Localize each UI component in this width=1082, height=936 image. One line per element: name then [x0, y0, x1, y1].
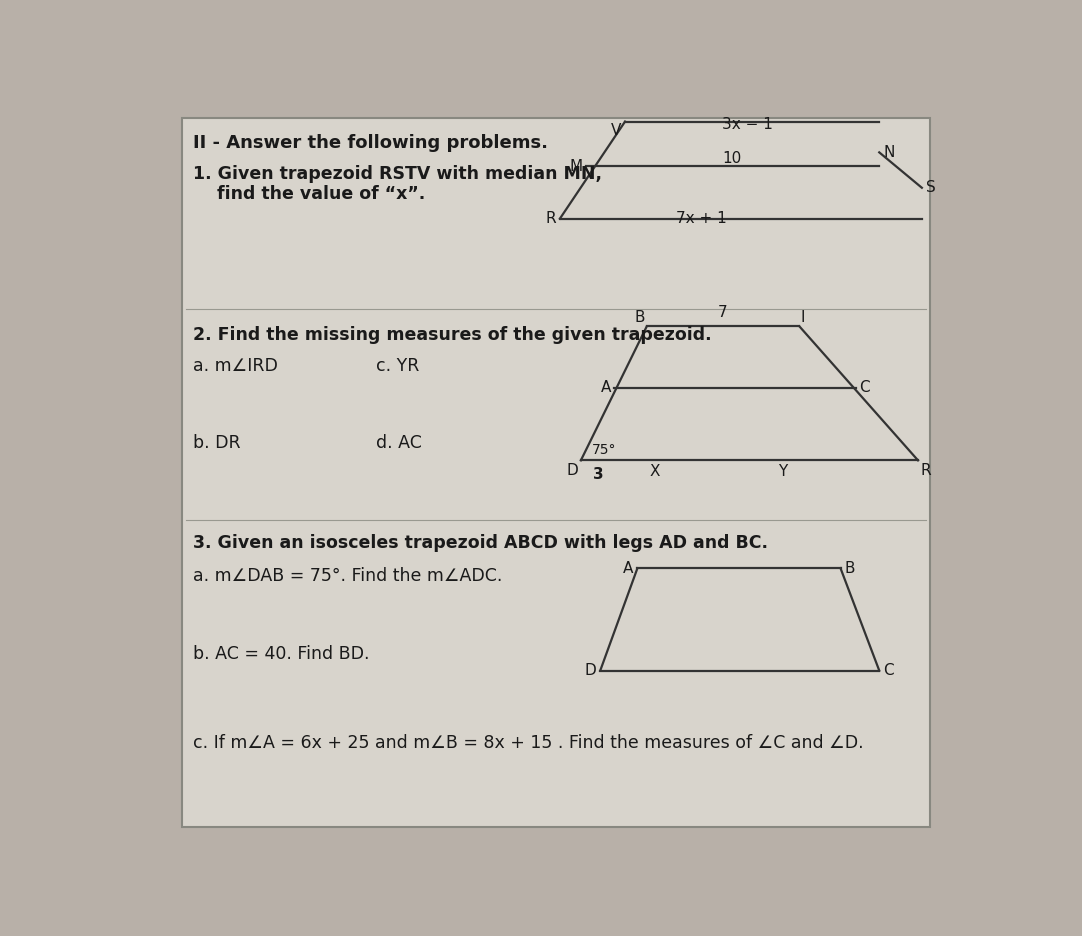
Text: B: B — [844, 561, 855, 576]
Text: II - Answer the following problems.: II - Answer the following problems. — [194, 134, 549, 152]
Text: c. If m∠A = 6x + 25 and m∠B = 8x + 15 . Find the measures of ∠C and ∠D.: c. If m∠A = 6x + 25 and m∠B = 8x + 15 . … — [194, 735, 865, 753]
Text: d. AC: d. AC — [375, 434, 421, 452]
Text: find the value of “x”.: find the value of “x”. — [194, 184, 425, 203]
Text: D: D — [567, 463, 579, 478]
Text: M: M — [569, 159, 582, 174]
Text: 75°: 75° — [592, 444, 617, 458]
Text: 7: 7 — [717, 305, 727, 320]
Text: S: S — [926, 181, 936, 196]
Text: 2. Find the missing measures of the given trapezoid.: 2. Find the missing measures of the give… — [194, 327, 712, 344]
Text: C: C — [859, 380, 870, 396]
Text: b. AC = 40. Find BD.: b. AC = 40. Find BD. — [194, 645, 370, 664]
Text: 1. Given trapezoid RSTV with median MN,: 1. Given trapezoid RSTV with median MN, — [194, 165, 603, 183]
Text: R: R — [921, 463, 931, 478]
Text: I: I — [801, 310, 805, 325]
Text: A: A — [601, 380, 611, 396]
Text: c. YR: c. YR — [375, 358, 419, 375]
Text: X: X — [650, 464, 660, 479]
Text: 3. Given an isosceles trapezoid ABCD with legs AD and BC.: 3. Given an isosceles trapezoid ABCD wit… — [194, 534, 768, 552]
Text: 3x − 1: 3x − 1 — [722, 117, 773, 132]
Text: b. DR: b. DR — [194, 434, 241, 452]
Text: 10: 10 — [723, 151, 741, 166]
Text: C: C — [883, 663, 894, 678]
Text: D: D — [584, 663, 596, 678]
FancyBboxPatch shape — [182, 119, 929, 826]
Text: B: B — [635, 310, 645, 325]
Text: a. m∠IRD: a. m∠IRD — [194, 358, 278, 375]
Text: V: V — [611, 124, 621, 139]
Text: a. m∠DAB = 75°. Find the m∠ADC.: a. m∠DAB = 75°. Find the m∠ADC. — [194, 566, 503, 585]
Text: Y: Y — [779, 464, 788, 479]
Text: R: R — [545, 212, 556, 227]
Text: N: N — [883, 145, 895, 160]
Text: A: A — [623, 561, 634, 576]
Text: 7x + 1: 7x + 1 — [675, 212, 726, 227]
Text: 3: 3 — [593, 466, 604, 481]
